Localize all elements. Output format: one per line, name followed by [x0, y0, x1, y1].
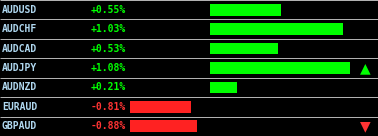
Text: +1.03%: +1.03% — [91, 24, 126, 34]
Text: AUDUSD: AUDUSD — [2, 5, 37, 15]
Bar — [210, 23, 343, 35]
Text: EURAUD: EURAUD — [2, 102, 37, 112]
Text: AUDCHF: AUDCHF — [2, 24, 37, 34]
Text: AUDNZD: AUDNZD — [2, 82, 37, 92]
Text: +1.08%: +1.08% — [91, 63, 126, 73]
Text: -0.88%: -0.88% — [91, 121, 126, 131]
Text: +0.21%: +0.21% — [91, 82, 126, 92]
Bar — [210, 4, 281, 16]
Bar — [210, 43, 279, 54]
Text: +0.53%: +0.53% — [91, 44, 126, 54]
Text: ▲: ▲ — [359, 61, 370, 75]
Text: +0.55%: +0.55% — [91, 5, 126, 15]
Bar — [210, 62, 350, 74]
Text: AUDJPY: AUDJPY — [2, 63, 37, 73]
Text: AUDCAD: AUDCAD — [2, 44, 37, 54]
Bar — [130, 120, 197, 132]
Bar — [130, 101, 191, 113]
Text: -0.81%: -0.81% — [91, 102, 126, 112]
Bar — [210, 82, 237, 93]
Text: GBPAUD: GBPAUD — [2, 121, 37, 131]
Text: ▼: ▼ — [359, 119, 370, 133]
